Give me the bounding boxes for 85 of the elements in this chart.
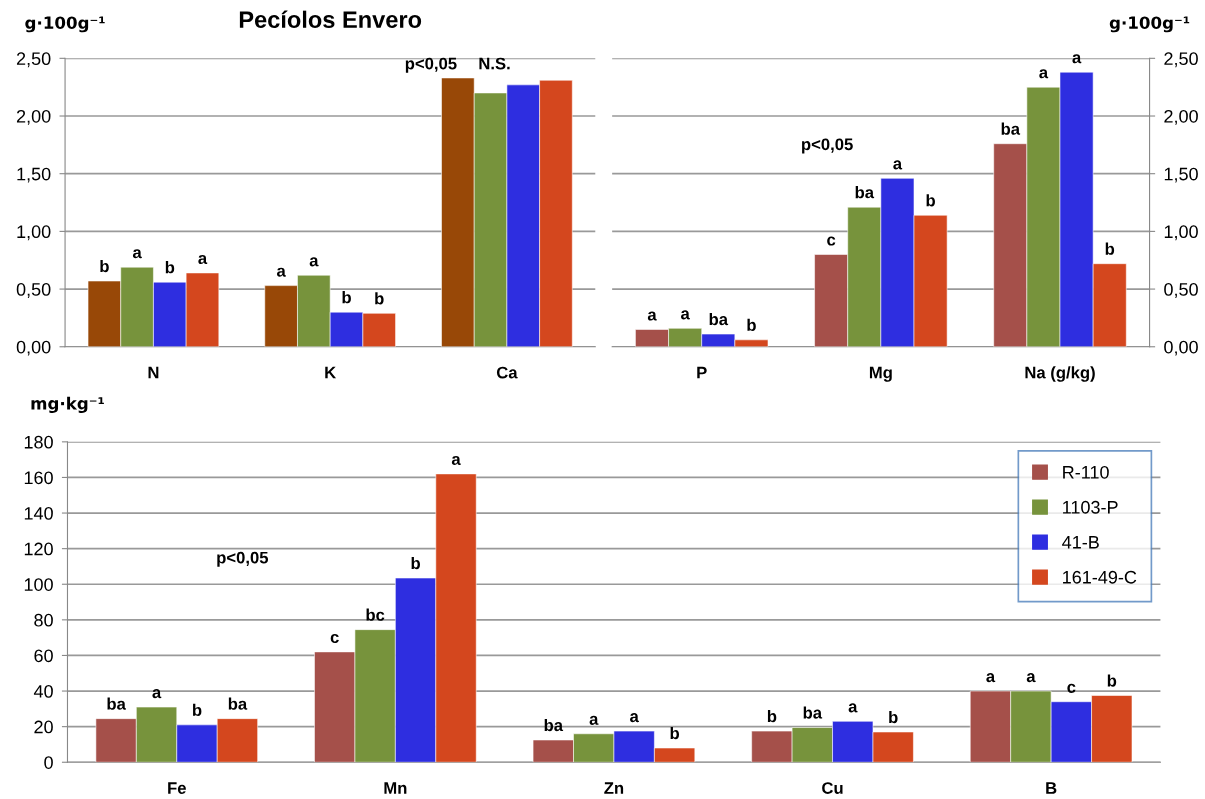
data-label: a <box>647 311 657 321</box>
y2-axis-title: g·100g⁻¹ <box>1109 16 1190 33</box>
data-label: c <box>330 633 339 644</box>
legend-label: R-110 <box>1063 465 1109 479</box>
x-tick-label: B <box>1046 782 1057 794</box>
y2-tick-label: 1,50 <box>1164 167 1198 183</box>
data-label: b <box>342 291 351 304</box>
data-label: a <box>1039 69 1049 79</box>
x-tick-label: Cu <box>822 782 843 794</box>
data-label: a <box>132 249 142 259</box>
y-axis-title: mg·kg⁻¹ <box>31 396 104 414</box>
x-tick-label: N <box>148 366 159 379</box>
annotation: p<0,05 <box>405 57 457 73</box>
data-label: b <box>165 261 175 274</box>
y2-tick-label: 2,00 <box>1164 109 1198 125</box>
data-label: b <box>926 194 935 207</box>
data-label: b <box>767 710 777 723</box>
y2-tick-label: 0,00 <box>1164 340 1198 356</box>
data-label: ba <box>855 186 875 199</box>
data-label: b <box>375 292 384 305</box>
x-tick-label: K <box>325 366 337 379</box>
data-label: a <box>681 310 690 320</box>
data-label: b <box>889 710 898 724</box>
data-label: b <box>1107 674 1117 687</box>
data-label: a <box>276 267 286 277</box>
y-tick-label: 0,50 <box>16 283 51 298</box>
data-label: a <box>986 673 996 683</box>
y-tick-label: 160 <box>24 471 53 485</box>
data-label: ba <box>709 312 729 326</box>
legend-label: 41-B <box>1062 536 1099 549</box>
y-tick-label: 0 <box>44 756 53 769</box>
annotation: p<0,05 <box>217 551 269 567</box>
data-label: c <box>1067 683 1076 693</box>
y-tick-label: 120 <box>24 542 53 556</box>
y-tick-label: 1,00 <box>17 225 51 241</box>
y2-tick-label: 1,00 <box>1164 225 1198 241</box>
data-label: a <box>1072 54 1082 64</box>
data-label: b <box>670 726 680 740</box>
data-label: bc <box>366 608 385 621</box>
data-label: ba <box>107 697 126 710</box>
legend-label: 161-49-C <box>1063 570 1137 584</box>
y-tick-label: 1,50 <box>17 167 51 183</box>
data-label: b <box>1105 242 1115 255</box>
data-label: c <box>827 236 836 246</box>
data-label: b <box>411 556 420 570</box>
y2-tick-label: 0,50 <box>1164 283 1198 298</box>
x-tick-label: Mg <box>869 366 892 382</box>
y-tick-label: 40 <box>33 684 53 698</box>
data-label: a <box>451 455 461 466</box>
x-tick-label: Na (g/kg) <box>1025 366 1095 382</box>
x-tick-label: Ca <box>496 366 518 379</box>
data-label: a <box>152 689 162 699</box>
data-label: b <box>193 703 202 717</box>
x-tick-label: Zn <box>604 782 624 794</box>
chart-title: Pecíolos Envero <box>239 10 422 28</box>
data-label: b <box>100 259 109 273</box>
annotation: N.S. <box>479 57 510 70</box>
data-label: a <box>630 713 639 723</box>
x-tick-label: P <box>697 366 707 379</box>
annotation: p<0,05 <box>802 138 853 154</box>
data-label: a <box>589 715 599 725</box>
y-tick-label: 100 <box>24 578 53 591</box>
y-tick-label: 60 <box>34 649 53 663</box>
y-tick-label: 80 <box>34 613 53 627</box>
y-tick-label: 2,50 <box>16 52 51 68</box>
legend-label: 1103-P <box>1063 500 1118 514</box>
y2-tick-label: 2,50 <box>1164 52 1198 68</box>
y-tick-label: 0,00 <box>16 340 51 356</box>
data-label: ba <box>1001 122 1021 135</box>
x-tick-label: Mn <box>384 782 407 794</box>
y-tick-label: 140 <box>24 506 53 520</box>
data-label: ba <box>803 706 823 719</box>
data-label: b <box>747 318 756 331</box>
y-axis-title: g·100g⁻¹ <box>25 16 105 33</box>
data-label: a <box>309 257 319 267</box>
data-label: a <box>848 703 858 713</box>
y-tick-label: 180 <box>24 435 53 449</box>
x-tick-label: Fe <box>168 782 186 794</box>
data-label: ba <box>228 697 248 710</box>
data-label: ba <box>544 718 564 732</box>
data-label: a <box>1026 673 1036 683</box>
y-tick-label: 20 <box>34 720 53 734</box>
data-label: a <box>198 254 208 265</box>
y-tick-label: 2,00 <box>16 109 51 125</box>
data-label: a <box>893 160 903 170</box>
